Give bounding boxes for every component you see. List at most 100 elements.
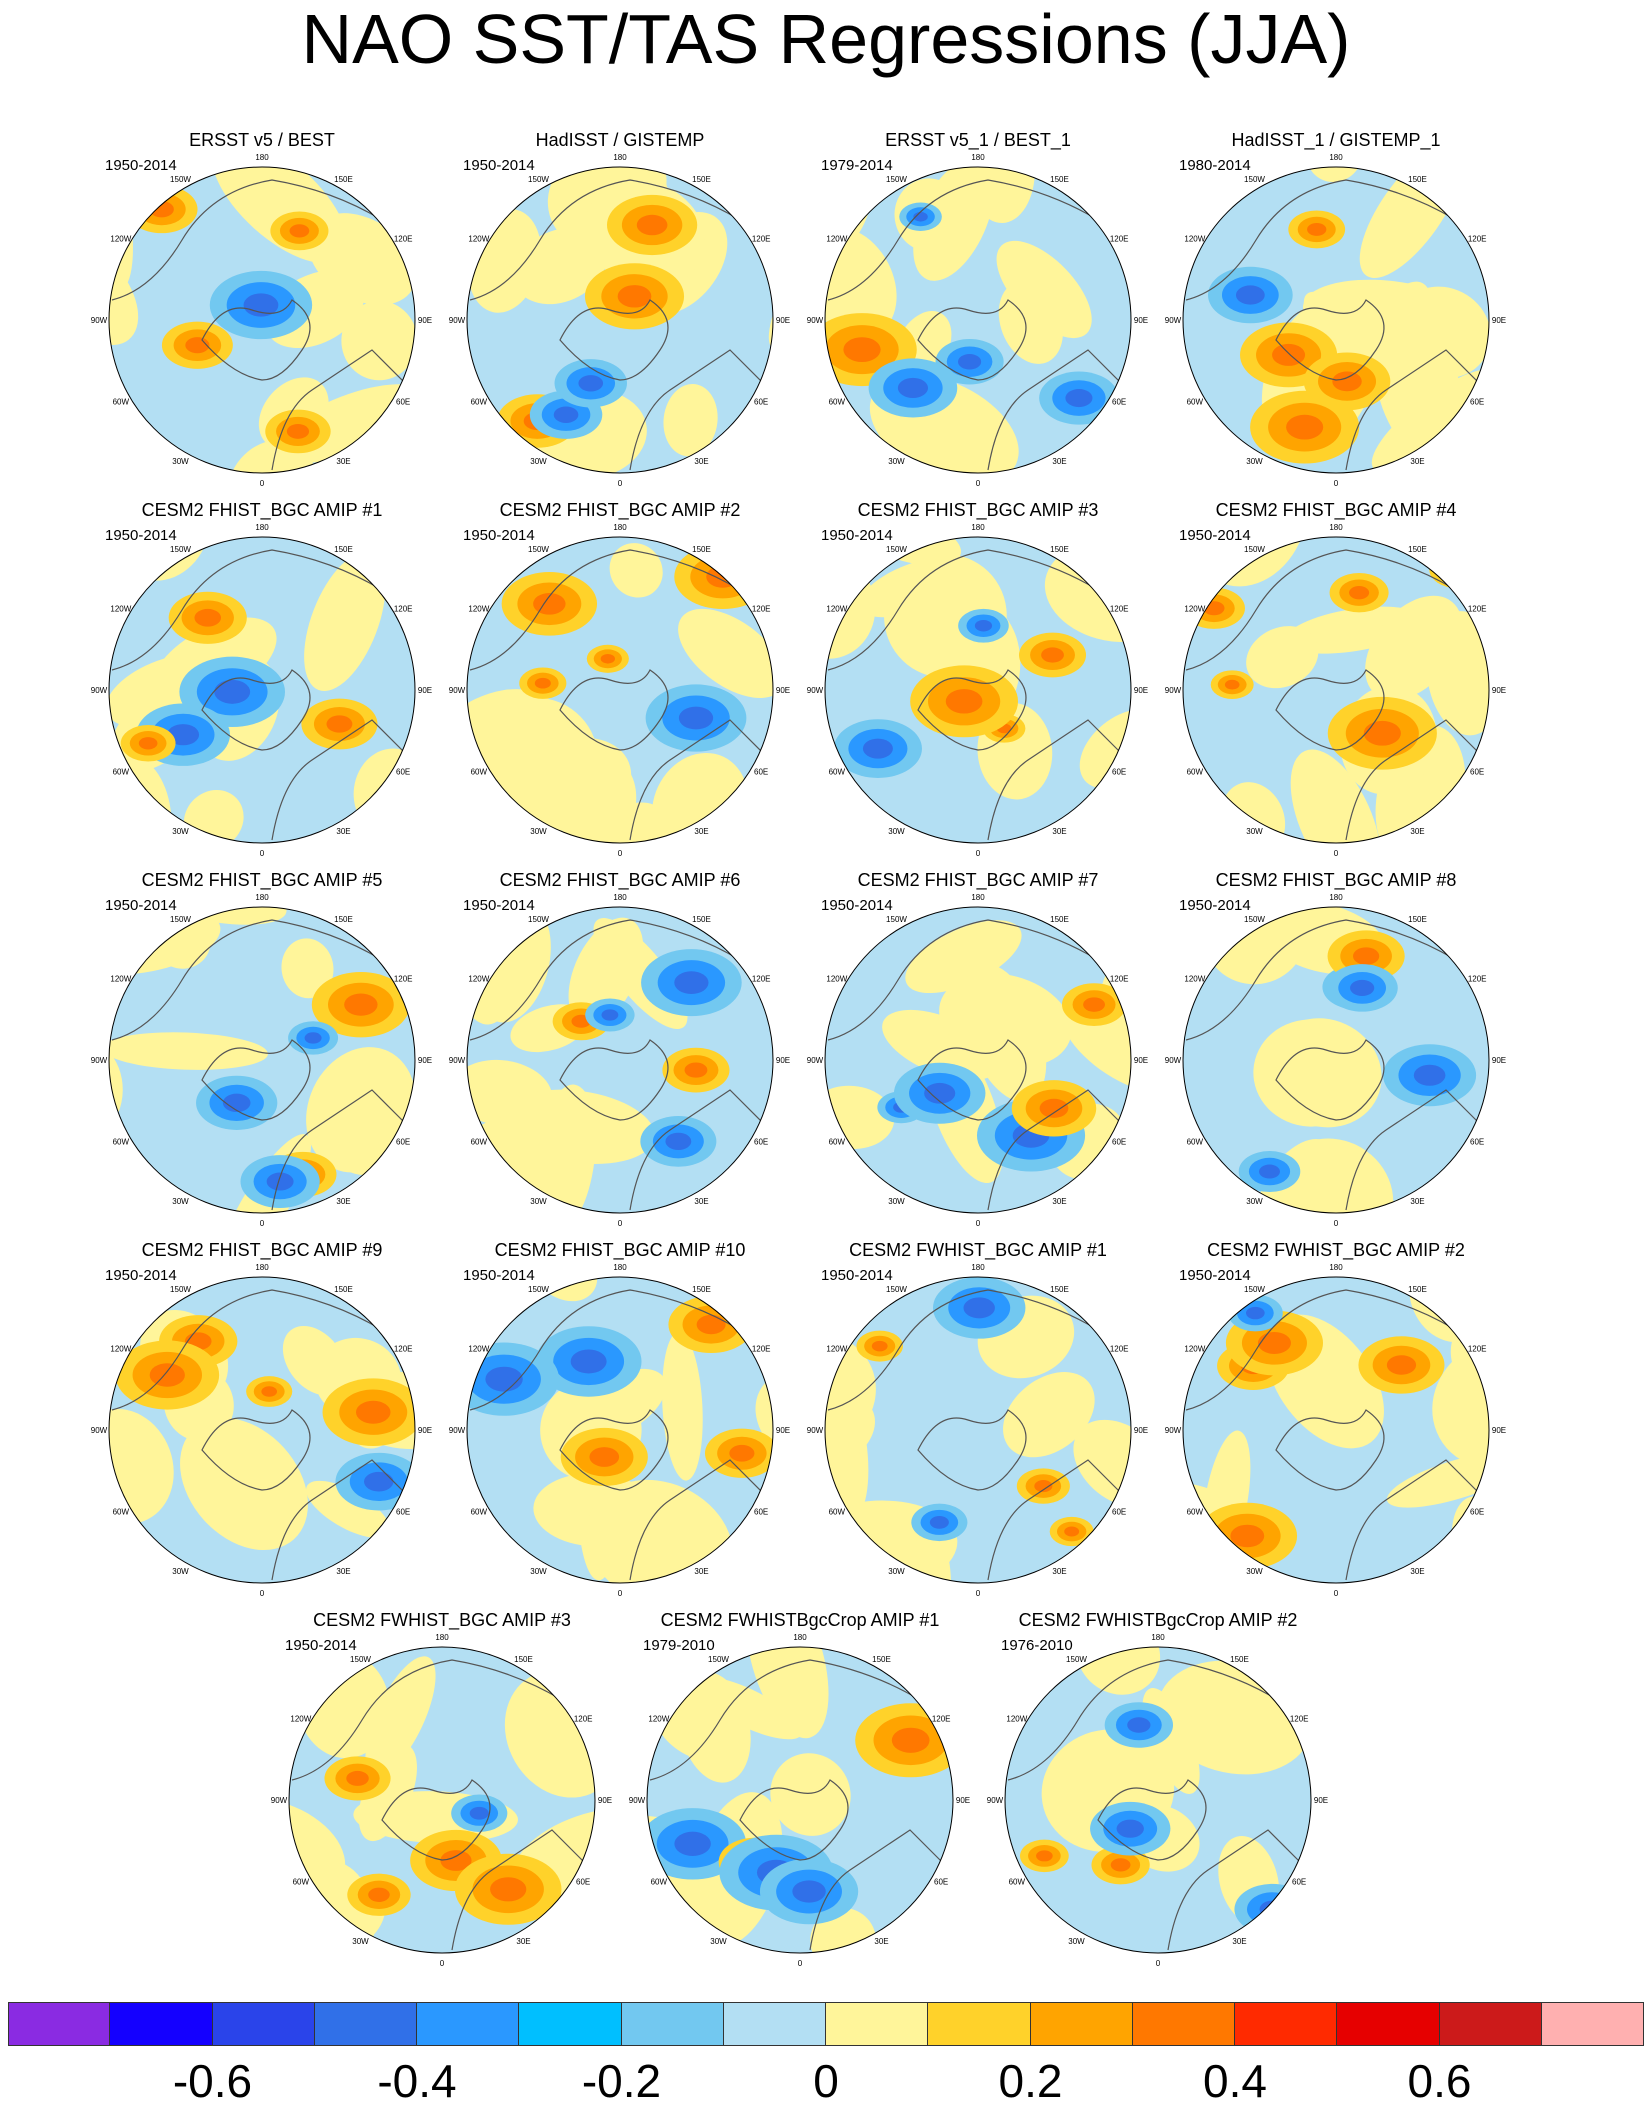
- longitude-label: 60W: [829, 1508, 846, 1517]
- longitude-label: 60W: [113, 1508, 130, 1517]
- longitude-label: 120E: [752, 975, 771, 984]
- longitude-label: 30W: [710, 1937, 727, 1946]
- panel-period: 1950-2014: [821, 897, 893, 914]
- longitude-label: 150E: [692, 1285, 711, 1294]
- map-boundary: [824, 906, 1132, 1214]
- coastline: [917, 1409, 1027, 1491]
- coastline: [201, 669, 311, 751]
- coastline: [1275, 1039, 1385, 1121]
- cold-anomaly-blob: [485, 1366, 523, 1392]
- cold-anomaly-blob: [1259, 1900, 1286, 1918]
- panel-period: 1950-2014: [105, 1267, 177, 1284]
- map-boundary: [1182, 906, 1490, 1214]
- panel-period: 1950-2014: [463, 157, 535, 174]
- cold-anomaly-blob: [678, 706, 714, 730]
- polar-map: 180 150E 120E 90E 60E 30E 0 30W 60W 90W 120W 150W: [1165, 523, 1506, 858]
- warm-anomaly-blob: [1083, 997, 1105, 1012]
- longitude-label: 150W: [886, 1285, 907, 1294]
- cold-anomaly-blob: [1259, 1164, 1280, 1179]
- positive-anomaly-region: [109, 1409, 174, 1524]
- panel-title: CESM2 FHIST_BGC AMIP #5: [141, 870, 383, 890]
- coastline: [1345, 349, 1487, 471]
- coastline: [111, 1289, 383, 1411]
- panel-title: HadISST_1 / GISTEMP_1: [1231, 130, 1441, 150]
- warm-anomaly-blob: [326, 715, 353, 733]
- warm-anomaly-blob: [1064, 1526, 1080, 1537]
- polar-map: 180 150E 120E 90E 60E 30E 0 30W 60W 90W 120W 150W: [807, 1263, 1148, 1598]
- positive-anomaly-region: [967, 167, 1035, 224]
- cold-anomaly-blob: [578, 375, 604, 392]
- cold-anomaly-blob: [222, 1093, 251, 1113]
- map-panel: CESM2 FHIST_BGC AMIP #5 1950-2014 180 150E 1…: [91, 870, 502, 1228]
- positive-anomaly-region: [1246, 626, 1319, 689]
- longitude-label: 90W: [1165, 1426, 1182, 1435]
- polar-map: 180 150E 120E 90E 60E 30E 0 30W 60W 90W 120W 150W: [91, 153, 432, 488]
- warm-anomaly-blob: [636, 214, 668, 236]
- colorbar-bin: [1337, 2002, 1440, 2046]
- coastline: [827, 919, 1099, 1041]
- longitude-label: 150W: [170, 545, 191, 554]
- cold-anomaly-blob: [1116, 1819, 1144, 1838]
- warm-anomaly-blob: [1438, 556, 1477, 582]
- map-panel: HadISST_1 / GISTEMP_1 1980-2014 180 150E 120…: [1165, 130, 1576, 488]
- positive-anomaly-region: [996, 240, 1092, 339]
- longitude-label: 180: [613, 523, 627, 532]
- warm-anomaly-blob: [289, 224, 310, 238]
- longitude-label: 180: [971, 153, 985, 162]
- colorbar: [8, 2002, 1644, 2046]
- colorbar-bin: [723, 2002, 826, 2046]
- longitude-label: 150E: [692, 915, 711, 924]
- coastline: [1275, 669, 1385, 751]
- longitude-label: 120E: [932, 1715, 951, 1724]
- longitude-label: 120E: [1110, 1345, 1129, 1354]
- longitude-label: 0: [976, 479, 981, 488]
- cold-anomaly-blob: [570, 1349, 607, 1374]
- longitude-label: 30E: [336, 827, 350, 836]
- panel-title: CESM2 FHIST_BGC AMIP #7: [857, 870, 1099, 890]
- longitude-label: 30W: [1246, 457, 1263, 466]
- coastline: [1185, 549, 1457, 671]
- longitude-label: 120E: [1468, 605, 1487, 614]
- longitude-label: 90E: [1134, 316, 1148, 325]
- warm-anomaly-blob: [149, 201, 174, 218]
- longitude-label: 0: [440, 1959, 445, 1968]
- coastline: [629, 349, 771, 471]
- coastline: [629, 719, 771, 841]
- longitude-label: 120E: [394, 235, 413, 244]
- warm-anomaly-blob: [1039, 1098, 1069, 1118]
- panel-period: 1950-2014: [105, 157, 177, 174]
- longitude-label: 0: [260, 479, 265, 488]
- longitude-label: 150E: [1408, 175, 1427, 184]
- positive-anomaly-region: [517, 737, 632, 831]
- coastline: [201, 1039, 311, 1121]
- panel-title: CESM2 FWHIST_BGC AMIP #3: [313, 1610, 571, 1630]
- map-panel: CESM2 FHIST_BGC AMIP #10 1950-2014 180 150E…: [449, 1240, 860, 1598]
- coastline: [827, 549, 1099, 671]
- polar-map: 180 150E 120E 90E 60E 30E 0 30W 60W 90W 120W 150W: [271, 1633, 612, 1968]
- longitude-label: 0: [1156, 1959, 1161, 1968]
- longitude-label: 30E: [694, 457, 708, 466]
- longitude-label: 90W: [807, 1056, 824, 1065]
- coastline: [381, 1779, 491, 1861]
- map-panel: CESM2 FWHIST_BGC AMIP #1 1950-2014 180 150E…: [807, 1240, 1218, 1598]
- longitude-label: 90W: [629, 1796, 646, 1805]
- positive-anomaly-region: [341, 301, 415, 381]
- longitude-label: 30E: [516, 1937, 530, 1946]
- coastline: [987, 1089, 1129, 1211]
- longitude-label: 180: [1329, 1263, 1343, 1272]
- longitude-label: 30E: [336, 1197, 350, 1206]
- longitude-label: 120W: [110, 235, 131, 244]
- cold-anomaly-blob: [957, 354, 982, 370]
- warm-anomaly-blob: [589, 1447, 620, 1467]
- warm-anomaly-blob: [871, 1340, 888, 1352]
- longitude-label: 90E: [776, 686, 790, 695]
- positive-anomaly-region: [1290, 749, 1381, 843]
- panel-period: 1950-2014: [463, 1267, 535, 1284]
- panel-title: CESM2 FHIST_BGC AMIP #3: [857, 500, 1099, 520]
- longitude-label: 30W: [530, 1567, 547, 1576]
- panel-title: CESM2 FWHIST_BGC AMIP #2: [1207, 1240, 1465, 1260]
- warm-anomaly-blob: [1448, 562, 1468, 576]
- longitude-label: 60W: [293, 1878, 310, 1887]
- longitude-label: 150E: [1408, 915, 1427, 924]
- figure-title: NAO SST/TAS Regressions (JJA): [301, 0, 1351, 78]
